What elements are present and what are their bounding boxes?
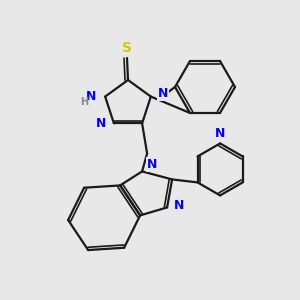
Text: N: N — [147, 158, 157, 171]
Text: N: N — [86, 90, 96, 103]
Text: H: H — [80, 97, 88, 106]
Text: N: N — [96, 117, 106, 130]
Text: N: N — [174, 199, 184, 212]
Text: S: S — [122, 41, 132, 55]
Text: N: N — [215, 127, 225, 140]
Text: N: N — [158, 87, 168, 100]
